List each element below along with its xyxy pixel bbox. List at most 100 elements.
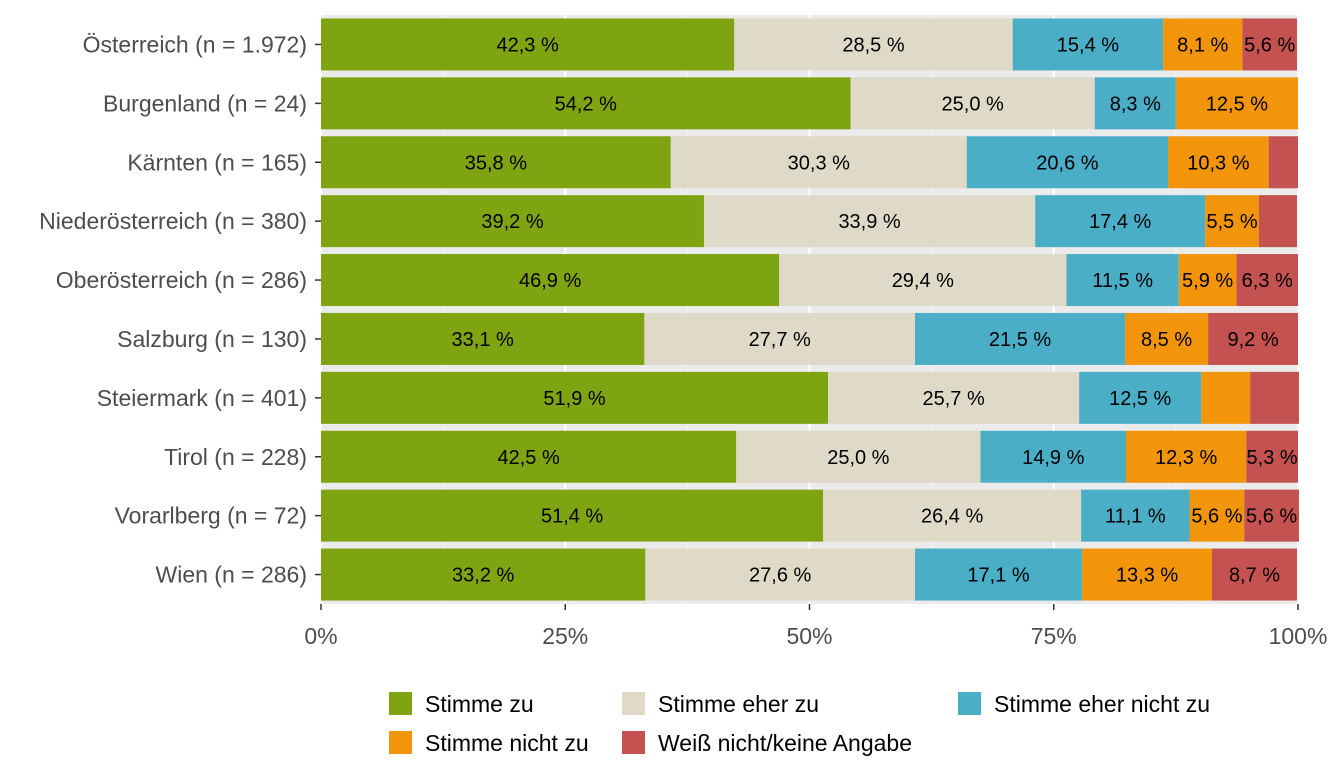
y-tick-label: Niederösterreich (n = 380)	[39, 208, 307, 234]
legend-swatch	[622, 692, 645, 715]
x-tick-label: 0%	[304, 623, 337, 649]
data-label: 5,9 %	[1182, 270, 1233, 292]
data-label: 39,2 %	[481, 211, 543, 233]
data-label: 12,5 %	[1109, 388, 1171, 410]
bar-segment	[321, 136, 671, 189]
bar-segment	[850, 77, 1095, 130]
data-label: 35,8 %	[465, 152, 527, 174]
legend-item: Stimme nicht zu	[389, 730, 589, 756]
data-label: 5,3 %	[1247, 447, 1298, 469]
x-tick-label: 50%	[786, 623, 832, 649]
bar-segment	[915, 548, 1083, 601]
y-tick-label: Burgenland (n = 24)	[103, 90, 307, 116]
y-tick-label: Vorarlberg (n = 72)	[115, 503, 307, 529]
bar-segment	[1066, 254, 1179, 307]
bar-segment	[321, 371, 829, 424]
data-label: 20,6 %	[1036, 152, 1098, 174]
y-tick-label: Kärnten (n = 165)	[127, 149, 307, 175]
legend-swatch	[389, 692, 412, 715]
data-label: 8,7 %	[1229, 565, 1280, 587]
bar-segment	[1178, 254, 1237, 307]
y-tick-label: Tirol (n = 228)	[164, 444, 307, 470]
data-label: 26,4 %	[921, 506, 983, 528]
data-label: 33,9 %	[838, 211, 900, 233]
data-label: 42,3 %	[497, 34, 559, 56]
bar-segment	[321, 77, 851, 130]
bar-segment	[321, 254, 780, 307]
legend-item: Stimme eher zu	[622, 691, 819, 717]
bar-segment	[1205, 195, 1259, 248]
y-tick-label: Wien (n = 286)	[156, 562, 308, 588]
bar-segment	[1163, 18, 1243, 71]
bar-segment	[1250, 371, 1299, 424]
data-label: 25,0 %	[942, 93, 1004, 115]
data-label: 13,3 %	[1116, 565, 1178, 587]
bar-segment	[1168, 136, 1269, 189]
y-tick-label: Oberösterreich (n = 286)	[56, 267, 307, 293]
legend-label: Stimme zu	[425, 691, 534, 717]
data-label: 14,9 %	[1022, 447, 1084, 469]
legend-label: Stimme nicht zu	[425, 730, 589, 756]
bar-segment	[321, 312, 645, 365]
data-label: 27,6 %	[749, 565, 811, 587]
data-label: 46,9 %	[519, 270, 581, 292]
y-tick-label: Österreich (n = 1.972)	[83, 31, 307, 57]
bar-segment	[980, 430, 1127, 483]
data-label: 5,6 %	[1191, 506, 1242, 528]
bar-segment	[670, 136, 967, 189]
bar-segment	[1012, 18, 1164, 71]
data-label: 30,3 %	[788, 152, 850, 174]
data-label: 17,1 %	[967, 565, 1029, 587]
data-label: 8,3 %	[1110, 93, 1161, 115]
bar-segment	[1208, 312, 1298, 365]
legend-label: Stimme eher nicht zu	[994, 691, 1210, 717]
bar-segment	[1242, 18, 1298, 71]
bar-segment	[644, 312, 916, 365]
bar-segment	[321, 195, 704, 248]
bar-segment	[1126, 430, 1247, 483]
data-label: 12,5 %	[1206, 93, 1268, 115]
bar-segment	[1094, 77, 1176, 130]
data-label: 17,4 %	[1089, 211, 1151, 233]
x-tick-label: 100%	[1269, 623, 1328, 649]
data-label: 28,5 %	[842, 34, 904, 56]
bar-segment	[1035, 195, 1206, 248]
bar-segment	[779, 254, 1067, 307]
y-tick-label: Steiermark (n = 401)	[97, 385, 307, 411]
data-label: 5,5 %	[1206, 211, 1257, 233]
bar-segment	[1246, 430, 1298, 483]
legend-label: Weiß nicht/keine Angabe	[658, 730, 912, 756]
bar-segment	[1212, 548, 1298, 601]
legend-swatch	[958, 692, 981, 715]
data-label: 29,4 %	[892, 270, 954, 292]
bar-segment	[321, 18, 735, 71]
data-label: 11,1 %	[1105, 506, 1166, 528]
bar-segment	[1175, 77, 1298, 130]
legend-swatch	[389, 731, 412, 754]
data-label: 51,9 %	[543, 388, 605, 410]
data-label: 25,7 %	[922, 388, 984, 410]
data-label: 8,5 %	[1141, 329, 1192, 351]
bar-segment	[736, 430, 981, 483]
data-label: 25,0 %	[827, 447, 889, 469]
data-label: 8,1 %	[1177, 34, 1228, 56]
data-label: 11,5 %	[1092, 270, 1153, 292]
bar-segment	[734, 18, 1013, 71]
bar-segment	[966, 136, 1169, 189]
legend-label: Stimme eher zu	[658, 691, 819, 717]
data-label: 10,3 %	[1187, 152, 1249, 174]
bar-segment	[321, 548, 646, 601]
data-label: 27,7 %	[749, 329, 811, 351]
data-label: 15,4 %	[1057, 34, 1119, 56]
legend-swatch	[622, 731, 645, 754]
data-label: 5,6 %	[1244, 34, 1295, 56]
bar-segment	[1244, 489, 1299, 542]
bar-segment	[1258, 195, 1298, 248]
bar-segment	[1268, 136, 1298, 189]
x-tick-label: 25%	[542, 623, 588, 649]
y-tick-label: Salzburg (n = 130)	[117, 326, 307, 352]
x-tick-label: 75%	[1031, 623, 1077, 649]
data-label: 12,3 %	[1155, 447, 1217, 469]
bar-segment	[915, 312, 1126, 365]
